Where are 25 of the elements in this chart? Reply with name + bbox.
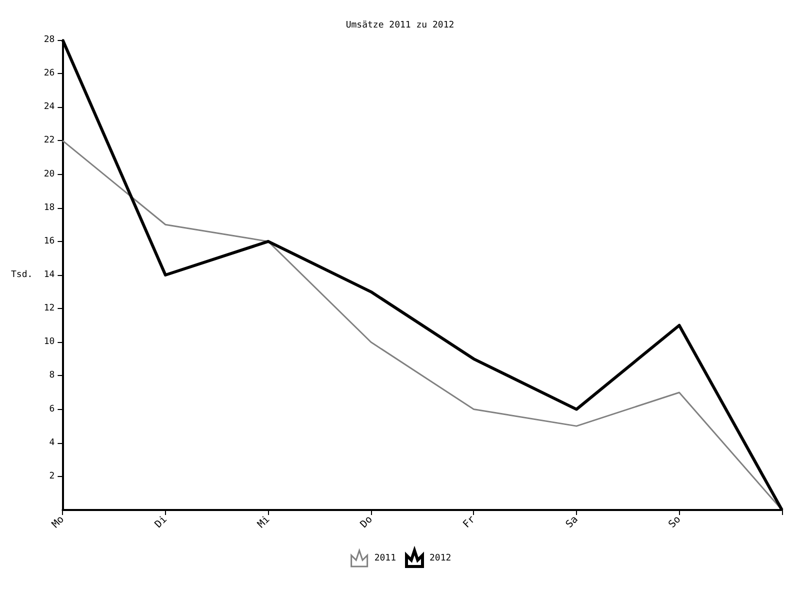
y-tick-label: 18 (44, 202, 55, 213)
y-tick-label: 6 (49, 404, 55, 414)
y-tick-label: 20 (44, 169, 55, 180)
legend-label: 2012 (430, 554, 452, 564)
x-tick-label: Mo (50, 514, 67, 530)
y-tick-label: 8 (49, 370, 55, 381)
legend-label: 2011 (374, 554, 396, 564)
y-tick-label: 24 (44, 102, 55, 112)
y-tick-label: 2 (49, 471, 55, 482)
x-tick-label: Mi (256, 514, 272, 530)
y-tick-label: 4 (49, 438, 55, 448)
y-tick-label: 26 (44, 68, 55, 79)
y-axis-title: Tsd. (10, 270, 33, 280)
x-tick-label: Di (153, 514, 170, 530)
y-tick-label: 22 (44, 136, 55, 146)
x-tick-label: Do (358, 514, 375, 530)
y-tick-label: 10 (44, 337, 55, 348)
y-tick-label: 28 (44, 35, 55, 45)
x-tick-label: Sa (564, 514, 580, 530)
y-tick-label: 12 (44, 304, 55, 314)
y-tick-label: 16 (44, 236, 55, 246)
x-tick-label: Fr (461, 514, 478, 530)
y-tick-label: 14 (44, 270, 55, 280)
chart-title: Umsätze 2011 zu 2012 (346, 20, 454, 30)
x-tick-label: So (666, 514, 684, 530)
